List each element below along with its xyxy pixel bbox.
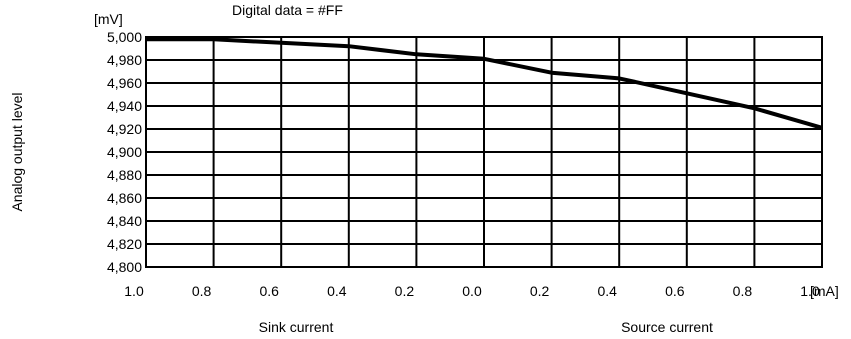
y-unit-label: [mV] [94, 11, 123, 27]
x-tick-label: 0.2 [395, 283, 415, 299]
chart-title: Digital data = #FF [232, 2, 343, 18]
data-point [348, 45, 350, 47]
y-tick-label: 4,820 [107, 236, 142, 252]
y-tick-label: 4,900 [107, 144, 142, 160]
data-point [483, 58, 485, 60]
data-point [145, 38, 147, 40]
data-point [280, 42, 282, 44]
x-tick-label: 0.6 [665, 283, 685, 299]
y-axis-label: Analog output level [9, 92, 25, 211]
source-current-label: Source current [621, 319, 713, 335]
y-tick-label: 4,980 [107, 52, 142, 68]
y-tick-label: 5,000 [107, 29, 142, 45]
sink-current-label: Sink current [259, 319, 334, 335]
x-tick-label: 0.4 [327, 283, 347, 299]
x-tick-label: 0.0 [462, 283, 482, 299]
data-point [415, 53, 417, 55]
data-point [753, 107, 755, 109]
x-tick-label: 0.2 [530, 283, 550, 299]
y-tick-label: 4,860 [107, 190, 142, 206]
data-point [686, 92, 688, 94]
x-unit-label: [mA] [810, 283, 839, 299]
x-tick-label: 1.0 [800, 283, 820, 299]
y-tick-label: 4,880 [107, 167, 142, 183]
x-tick-label: 0.8 [192, 283, 212, 299]
data-point [551, 72, 553, 74]
x-tick-label: 0.8 [733, 283, 753, 299]
x-tick-label: 1.0 [124, 283, 144, 299]
x-tick-label: 0.6 [259, 283, 279, 299]
data-point [821, 127, 823, 129]
data-point [618, 77, 620, 79]
data-point [213, 38, 215, 40]
y-tick-label: 4,920 [107, 121, 142, 137]
y-tick-label: 4,940 [107, 98, 142, 114]
y-tick-label: 4,800 [107, 259, 142, 275]
y-tick-label: 4,960 [107, 75, 142, 91]
y-tick-label: 4,840 [107, 213, 142, 229]
x-tick-label: 0.4 [597, 283, 617, 299]
